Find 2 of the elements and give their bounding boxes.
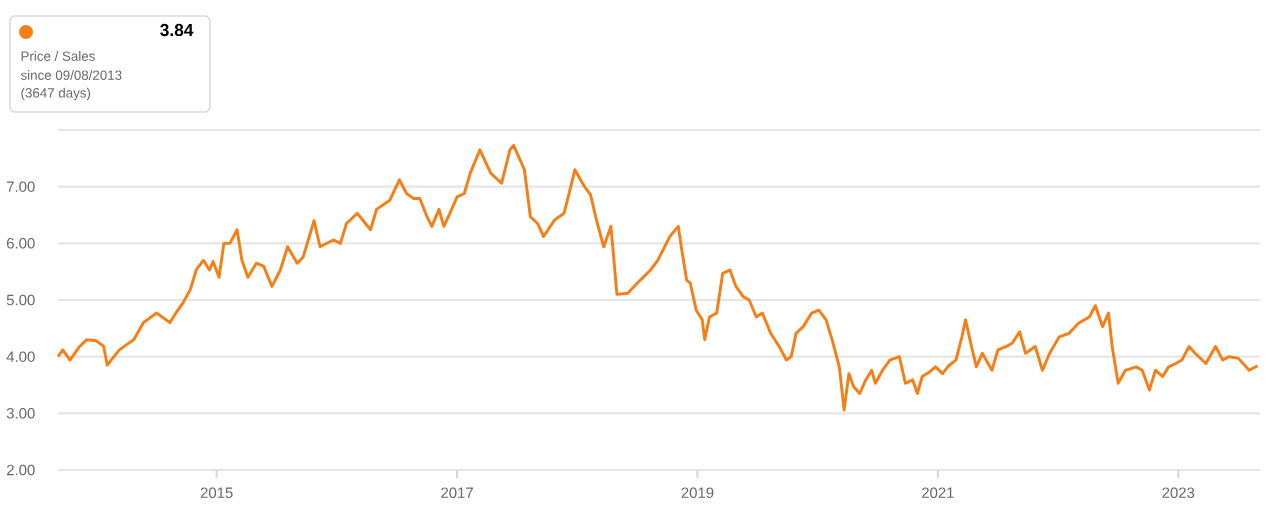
line-series [56,143,1260,412]
text: 3.84 [160,23,194,37]
